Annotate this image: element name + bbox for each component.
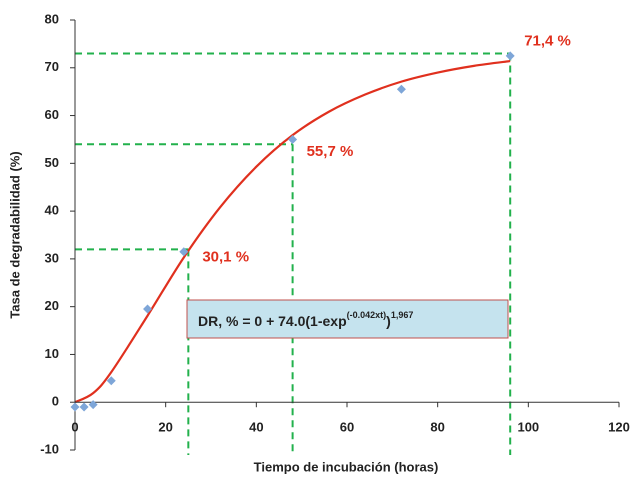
equation: DR, % = 0 + 74.0(1-exp(-0.042xt))1,967 — [198, 310, 413, 328]
x-tick-label: 20 — [158, 420, 172, 435]
x-tick-label: 0 — [71, 420, 78, 435]
x-tick-label: 100 — [517, 420, 539, 435]
data-point — [70, 402, 80, 412]
data-point — [505, 51, 515, 61]
data-point — [79, 402, 89, 412]
data-point — [396, 84, 406, 94]
annotation-label: 30,1 % — [202, 248, 249, 265]
equation-main: DR, % = 0 + 74.0(1-exp — [198, 313, 347, 329]
equation-frame — [186, 299, 509, 339]
x-tick-label: 40 — [249, 420, 263, 435]
y-axis-title: Tasa de degradabilidad (%) — [7, 151, 22, 318]
equation-close: ) — [386, 313, 391, 329]
y-tick-label: 50 — [45, 155, 59, 170]
x-tick-label: 60 — [340, 420, 354, 435]
y-tick-label: 40 — [45, 203, 59, 218]
data-point — [288, 134, 298, 144]
x-axis-title: Tiempo de incubación (horas) — [254, 459, 439, 474]
equation-power: 1,967 — [391, 310, 414, 320]
annotation-label: 71,4 % — [524, 32, 571, 49]
data-point — [143, 304, 153, 314]
y-tick-label: 70 — [45, 59, 59, 74]
y-tick-label: -10 — [40, 441, 59, 456]
x-tick-label: 80 — [430, 420, 444, 435]
y-tick-label: 20 — [45, 298, 59, 313]
data-point — [106, 376, 116, 386]
y-tick-label: 60 — [45, 107, 59, 122]
data-point — [88, 400, 98, 410]
y-tick-label: 30 — [45, 250, 59, 265]
annotation-label: 55,7 % — [307, 143, 354, 160]
equation-exponent: (-0.042xt) — [347, 310, 387, 320]
y-tick-label: 10 — [45, 346, 59, 361]
fit-curve — [74, 59, 511, 404]
equation-box: DR, % = 0 + 74.0(1-exp(-0.042xt))1,967 — [186, 299, 509, 339]
data-point — [179, 247, 189, 257]
x-tick-label: 120 — [608, 420, 630, 435]
y-tick-label: 0 — [52, 394, 59, 409]
y-tick-label: 80 — [45, 11, 59, 26]
